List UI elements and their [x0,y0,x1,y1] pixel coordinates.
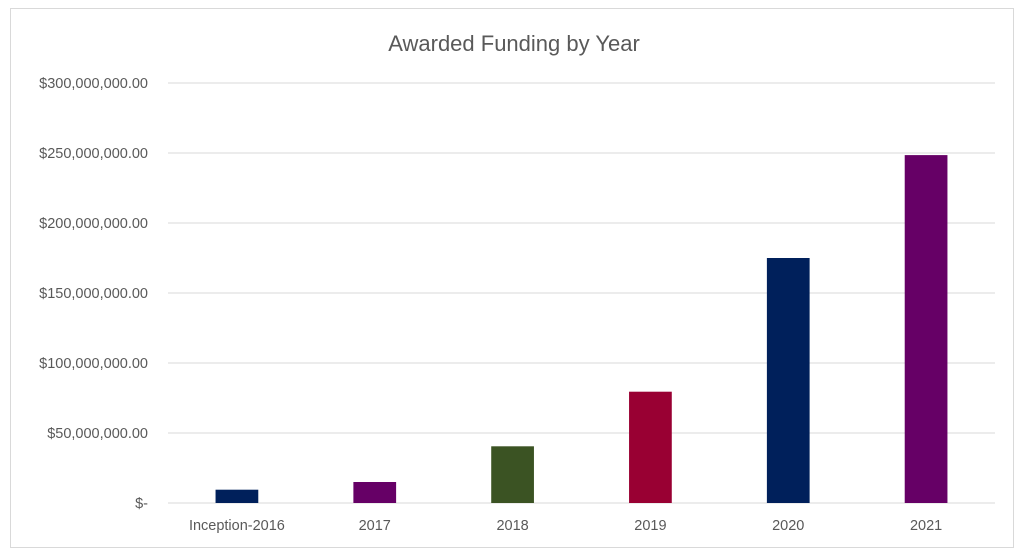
y-tick-label: $150,000,000.00 [39,286,148,302]
x-tick-label: 2018 [496,518,528,534]
bar-2018 [491,446,534,503]
y-axis-tick-labels: $- $50,000,000.00 $100,000,000.00 $150,000,… [39,76,148,512]
y-tick-label: $- [135,496,148,512]
y-tick-label: $100,000,000.00 [39,356,148,372]
y-tick-label: $250,000,000.00 [39,146,148,162]
x-tick-label: 2021 [910,518,942,534]
bar-2020 [766,258,810,503]
x-tick-label: 2017 [359,518,391,534]
x-tick-label: 2019 [634,518,666,534]
gridlines [168,82,995,504]
bars [215,155,948,503]
bar-2019 [629,391,672,503]
x-tick-label: Inception-2016 [189,518,285,534]
chart-title: Awarded Funding by Year [388,31,640,56]
y-tick-label: $50,000,000.00 [47,426,148,442]
bar-inception-2016 [215,489,259,503]
bar-2017 [353,482,397,503]
x-tick-label: 2020 [772,518,804,534]
y-tick-label: $300,000,000.00 [39,76,148,92]
y-tick-label: $200,000,000.00 [39,216,148,232]
bar-2021 [904,155,948,503]
x-axis-tick-labels: Inception-2016 2017 2018 2019 2020 2021 [189,518,942,534]
